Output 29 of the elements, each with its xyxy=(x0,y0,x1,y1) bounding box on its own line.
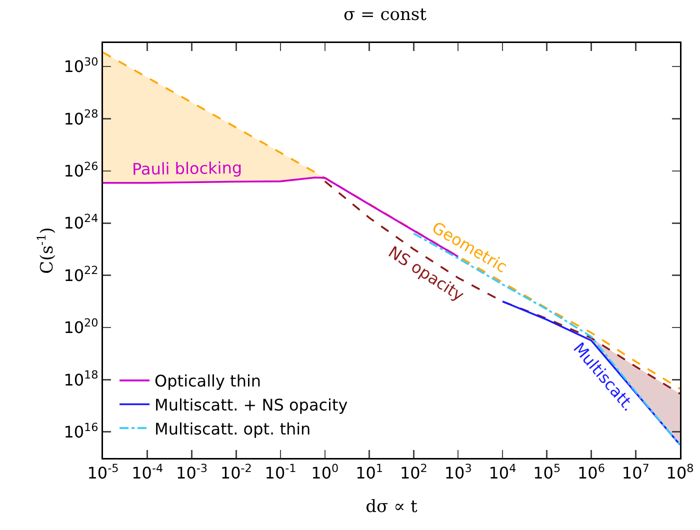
y-tick-label: 10$^{24}$ xyxy=(64,212,98,233)
y-tick-label: 10$^{30}$ xyxy=(64,55,98,76)
x-tick-label: 10$^{-4}$ xyxy=(132,462,164,483)
x-tick-label: 10$^{-1}$ xyxy=(264,462,296,483)
x-tick-label: 10$^{0}$ xyxy=(311,462,339,483)
legend-label: Optically thin xyxy=(154,372,262,391)
x-tick-label: 10$^{8}$ xyxy=(666,462,694,483)
x-tick-label: 10$^{2}$ xyxy=(400,462,428,483)
chart-title: σ = const xyxy=(344,4,427,25)
y-tick-label: 10$^{16}$ xyxy=(64,420,98,442)
x-tick-label: 10$^{-3}$ xyxy=(176,462,208,483)
annotation: Pauli blocking xyxy=(132,158,242,179)
y-tick-label: 10$^{18}$ xyxy=(64,368,98,390)
y-tick-label: 10$^{20}$ xyxy=(64,316,98,338)
x-tick-label: 10$^{7}$ xyxy=(622,462,650,483)
legend-label: Multiscatt. + NS opacity xyxy=(154,395,348,414)
x-tick-label: 10$^{-2}$ xyxy=(220,462,252,483)
x-tick-label: 10$^{4}$ xyxy=(488,462,516,483)
x-tick-label: 10$^{6}$ xyxy=(577,462,605,483)
x-tick-label: 10$^{1}$ xyxy=(356,462,384,483)
x-tick-label: 10$^{-5}$ xyxy=(87,462,119,483)
y-tick-label: 10$^{22}$ xyxy=(64,264,98,285)
y-tick-label: 10$^{26}$ xyxy=(64,160,98,181)
legend-label: Multiscatt. opt. thin xyxy=(154,419,311,438)
y-tick-label: 10$^{28}$ xyxy=(64,108,98,128)
x-tick-label: 10$^{3}$ xyxy=(444,462,472,483)
x-axis-title: dσ ∝ t xyxy=(366,496,418,517)
line-series xyxy=(502,300,680,446)
x-tick-label: 10$^{5}$ xyxy=(533,462,561,483)
